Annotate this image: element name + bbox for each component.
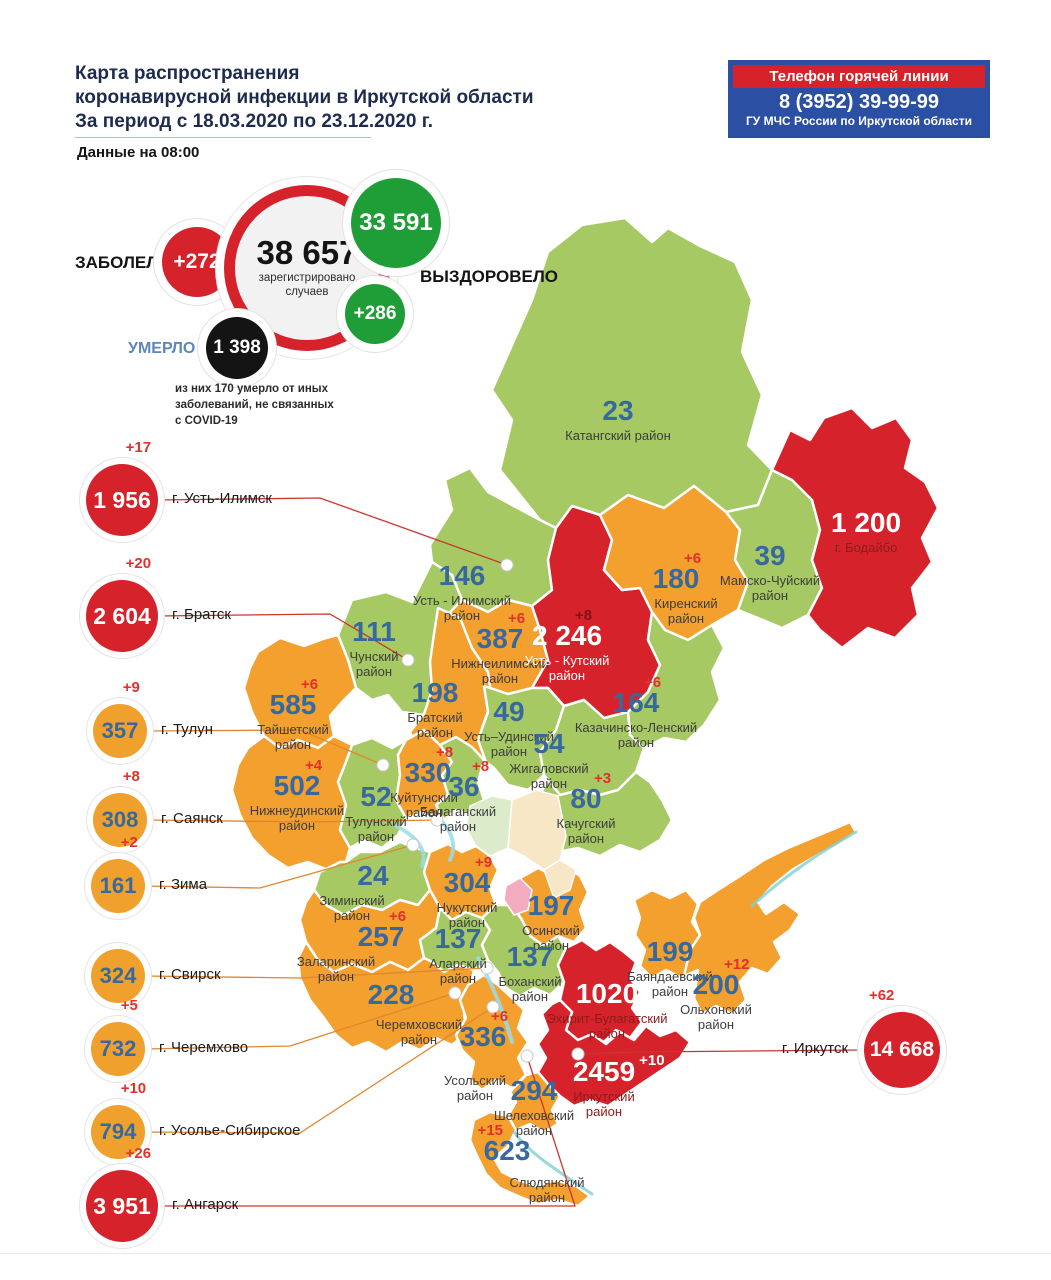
title-line-3: За период с 18.03.2020 по 23.12.2020 г. <box>75 110 434 132</box>
city-marker-angarsk <box>520 1049 534 1063</box>
region-shape-balagansky <box>434 735 486 822</box>
region-shape-kirensky <box>598 484 750 642</box>
city-marker-irkutsk <box>571 1047 585 1061</box>
pale-patch-peach-1 <box>507 789 567 871</box>
baikal-coast-olkhon <box>750 830 858 908</box>
died-label: УМЕРЛО <box>128 340 196 357</box>
region-shape-katangsky <box>490 216 774 530</box>
total-cases-caption: зарегистрировано случаев <box>258 272 356 298</box>
city-marker-zima <box>406 838 420 852</box>
recovered-value: 33 591 <box>359 209 433 236</box>
callout-line-cheremkhovo <box>143 992 456 1050</box>
title-divider <box>75 137 371 138</box>
recovered-circle: 33 591 <box>351 178 441 268</box>
callout-line-usolye <box>143 1006 494 1134</box>
page-title: Карта распространения коронавирусной инф… <box>75 62 534 133</box>
callout-line-tulun <box>145 729 384 766</box>
region-shape-olkhonsky <box>682 820 858 1016</box>
hotline-box: Телефон горячей линии 8 (3952) 39-99-99 … <box>728 60 990 138</box>
region-shape-slyudyansky <box>468 1110 592 1208</box>
city-marker-ust-ilimsk <box>500 558 514 572</box>
recovered-delta-circle: +286 <box>345 284 405 344</box>
callout-line-svirsk <box>143 967 488 979</box>
total-cases-value: 38 657 <box>256 234 358 272</box>
title-line-1: Карта распространения <box>75 63 300 84</box>
city-marker-usolye <box>486 1000 500 1014</box>
city-marker-sayansk <box>430 813 444 827</box>
region-shape-tulunsky <box>336 736 408 850</box>
baikal-coast-south <box>512 1130 594 1196</box>
data-timestamp: Данные на 08:00 <box>77 144 200 161</box>
city-marker-svirsk <box>480 961 494 975</box>
sick-label: ЗАБОЛЕЛО <box>75 253 172 272</box>
hotline-org: ГУ МЧС России по Иркутской области <box>746 114 972 128</box>
region-shape-usolsky <box>454 973 530 1092</box>
pale-patch-green <box>465 795 513 857</box>
hotline-phone: 8 (3952) 39-99-99 <box>778 91 940 113</box>
died-circle: 1 398 <box>206 317 268 379</box>
city-marker-cheremkhovo <box>448 986 462 1000</box>
sick-delta-value: +272 <box>173 250 221 273</box>
callout-line-ust-ilimsk <box>156 497 508 566</box>
region-shape-nizhneudinsky <box>230 734 354 872</box>
region-shape-ekhirit-bulagatsky <box>556 938 644 1044</box>
title-line-2: коронавирусной инфекции в Иркутской обла… <box>75 86 534 108</box>
recovered-delta-value: +286 <box>353 303 397 324</box>
callout-line-zima <box>143 844 414 889</box>
hotline-title: Телефон горячей линии <box>733 65 985 88</box>
region-shape-bokhansky <box>480 903 568 998</box>
callout-line-irkutsk <box>577 1049 865 1055</box>
recovered-label: ВЫЗДОРОВЕЛО <box>420 267 559 286</box>
callout-line-bratsk <box>156 613 409 661</box>
region-shape-kazachinsko-lensky <box>626 610 726 750</box>
region-shape-bodaibinsky <box>770 406 940 650</box>
sick-delta-circle: +272 <box>162 227 232 297</box>
died-value: 1 398 <box>213 337 261 358</box>
pale-patch-peach-2 <box>543 859 577 900</box>
callout-line-angarsk <box>158 1055 576 1207</box>
died-note: из них 170 умерло от иных заболеваний, н… <box>175 383 334 428</box>
city-marker-tulun <box>376 758 390 772</box>
footer-divider <box>0 1253 1051 1254</box>
callout-line-sayansk <box>145 819 438 823</box>
city-marker-bratsk <box>401 653 415 667</box>
pale-patch-pink <box>503 877 533 916</box>
region-shape-taishetsky <box>242 633 358 750</box>
